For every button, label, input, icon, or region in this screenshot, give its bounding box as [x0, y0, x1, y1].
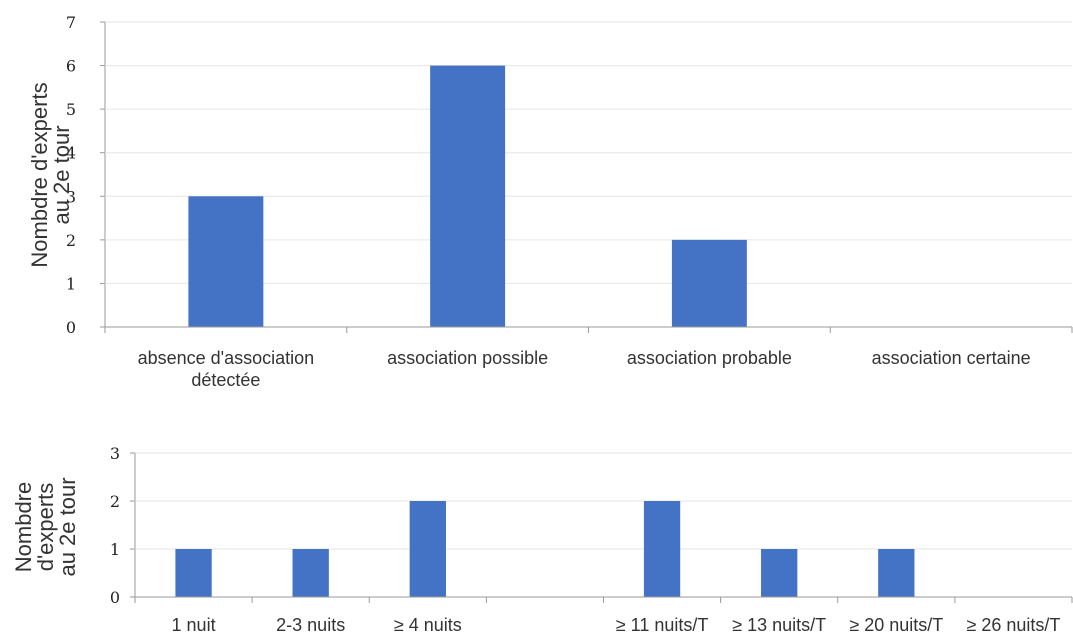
- bar: [671, 239, 747, 327]
- y-tick-label: 1: [110, 540, 120, 559]
- y-tick-label: 4: [66, 144, 76, 163]
- x-tick-label: 2-3 nuits: [276, 615, 345, 632]
- bar: [878, 549, 915, 597]
- y-tick-label: 7: [66, 13, 76, 32]
- y-tick-label: 2: [66, 231, 76, 250]
- y-tick-label: 0: [110, 588, 120, 607]
- y-axis-label-line: d'experts: [33, 483, 58, 572]
- x-tick-label: ≥ 11 nuits/T: [616, 615, 709, 632]
- x-tick-label: association certaine: [872, 348, 1031, 368]
- bar: [761, 549, 798, 597]
- bar: [409, 501, 446, 597]
- y-tick-label: 3: [66, 187, 76, 206]
- bar: [188, 196, 264, 327]
- x-tick-label: absence d'association détectée: [138, 348, 315, 390]
- y-axis-label-line: Nombdre d'experts: [27, 82, 52, 267]
- bar: [175, 549, 212, 597]
- bar: [292, 549, 329, 597]
- y-tick-label: 0: [66, 318, 76, 337]
- bar: [430, 65, 506, 328]
- x-tick-label: ≥ 13 nuits/T: [732, 615, 826, 632]
- y-axis-label-line: Nombdre: [11, 482, 36, 572]
- chart-1: 0 1 2 3 4 5 6 7 absence d'association détectée ass…: [27, 13, 1073, 390]
- y-tick-label: 6: [66, 57, 76, 76]
- x-tick-label: ≥ 4 nuits: [394, 615, 462, 632]
- x-tick-label: association possible: [387, 348, 548, 368]
- x-tick-label: ≥ 26 nuits/T: [966, 615, 1060, 632]
- y-axis-label-line: au 2e tour: [49, 125, 74, 224]
- bar: [643, 501, 681, 597]
- x-tick-label: ≥ 20 nuits/T: [849, 615, 943, 632]
- y-tick-label: 3: [110, 444, 120, 463]
- y-axis-label-line: au 2e tour: [55, 477, 80, 576]
- x-tick-label: association probable: [627, 348, 792, 368]
- y-tick-label: 1: [66, 274, 76, 293]
- x-tick-label: 1 nuit: [172, 615, 216, 632]
- y-tick-label: 2: [110, 492, 120, 511]
- y-tick-label: 5: [66, 100, 76, 119]
